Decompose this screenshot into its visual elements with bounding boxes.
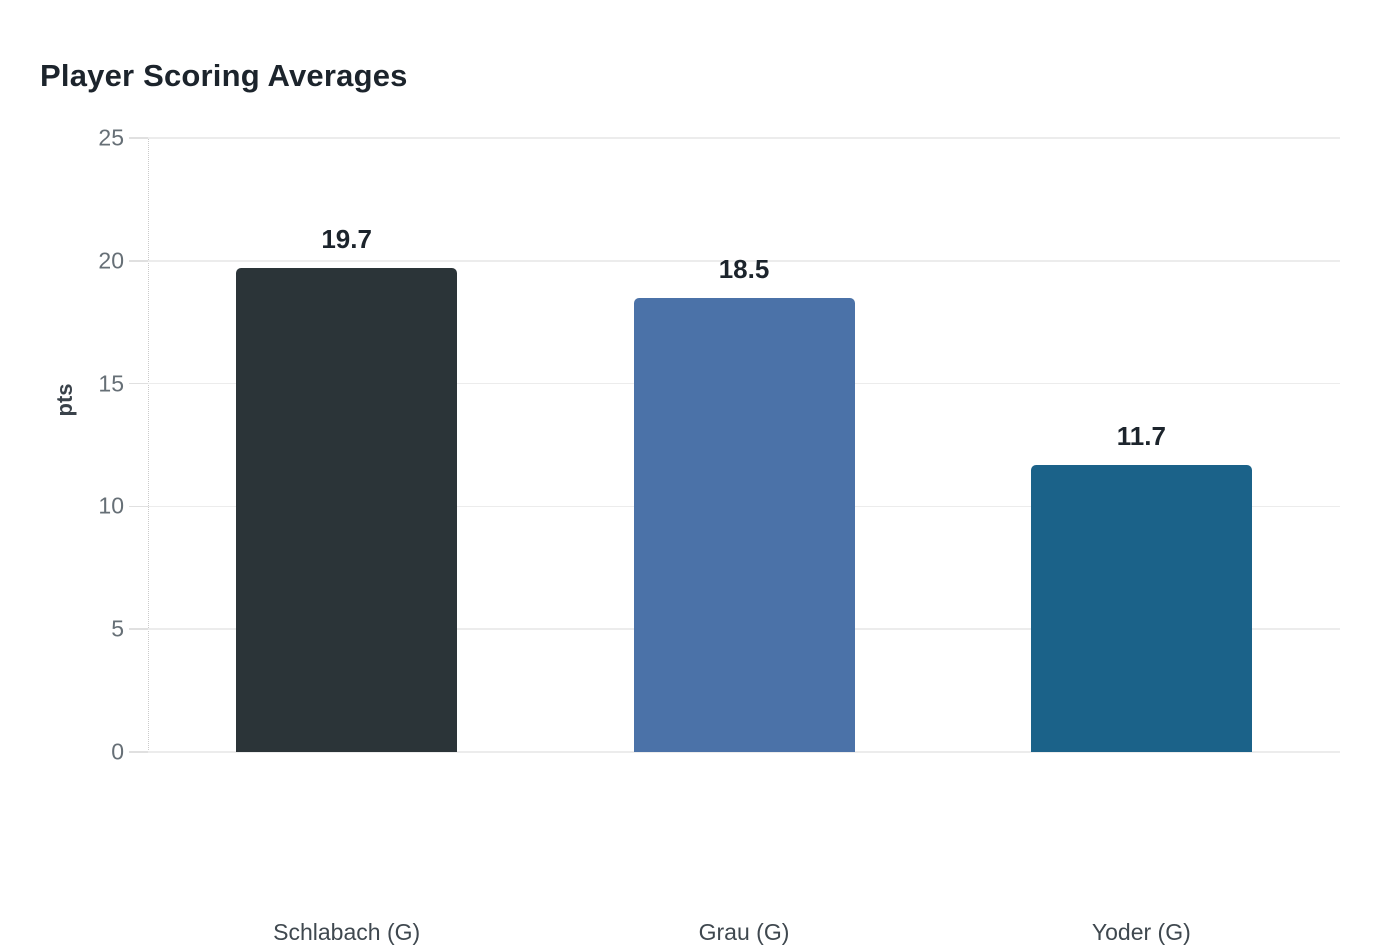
y-tick-label: 25	[98, 124, 124, 151]
y-tick-label: 5	[111, 615, 124, 642]
gridline	[148, 260, 1340, 262]
bar-value-label: 19.7	[321, 224, 372, 255]
plot-area: 0 5 10 15 20 25 19.7 Schlabach (G) 18.5 Grau (G) 1…	[98, 126, 1340, 945]
gridline	[148, 751, 1340, 753]
y-tick-mark	[129, 751, 148, 753]
bar-yoder-g	[1030, 464, 1252, 752]
x-category-label: Grau (G)	[698, 919, 790, 945]
y-tick-mark	[129, 382, 148, 385]
y-tick-mark	[129, 260, 148, 262]
y-tick-mark	[129, 628, 148, 630]
bar-schlabach-g	[236, 268, 458, 752]
gridline	[148, 137, 1340, 139]
y-tick-mark	[129, 137, 148, 139]
y-tick-label: 10	[98, 492, 124, 519]
chart-title: Player Scoring Averages	[40, 58, 408, 93]
bar-value-label: 11.7	[1116, 420, 1166, 451]
y-tick-label: 0	[111, 738, 124, 765]
x-category-label: Yoder (G)	[1091, 919, 1191, 945]
y-tick-label: 20	[98, 247, 124, 274]
bar-grau-g	[633, 297, 855, 752]
y-axis-line	[148, 138, 149, 752]
y-tick-mark	[129, 505, 148, 508]
x-category-label: Schlabach (G)	[273, 919, 421, 945]
bar-value-label: 18.5	[718, 253, 770, 284]
chart-canvas: Player Scoring Averages pts 0 5 10 15 20 25 19…	[40, 58, 1340, 945]
y-tick-label: 15	[98, 370, 124, 397]
